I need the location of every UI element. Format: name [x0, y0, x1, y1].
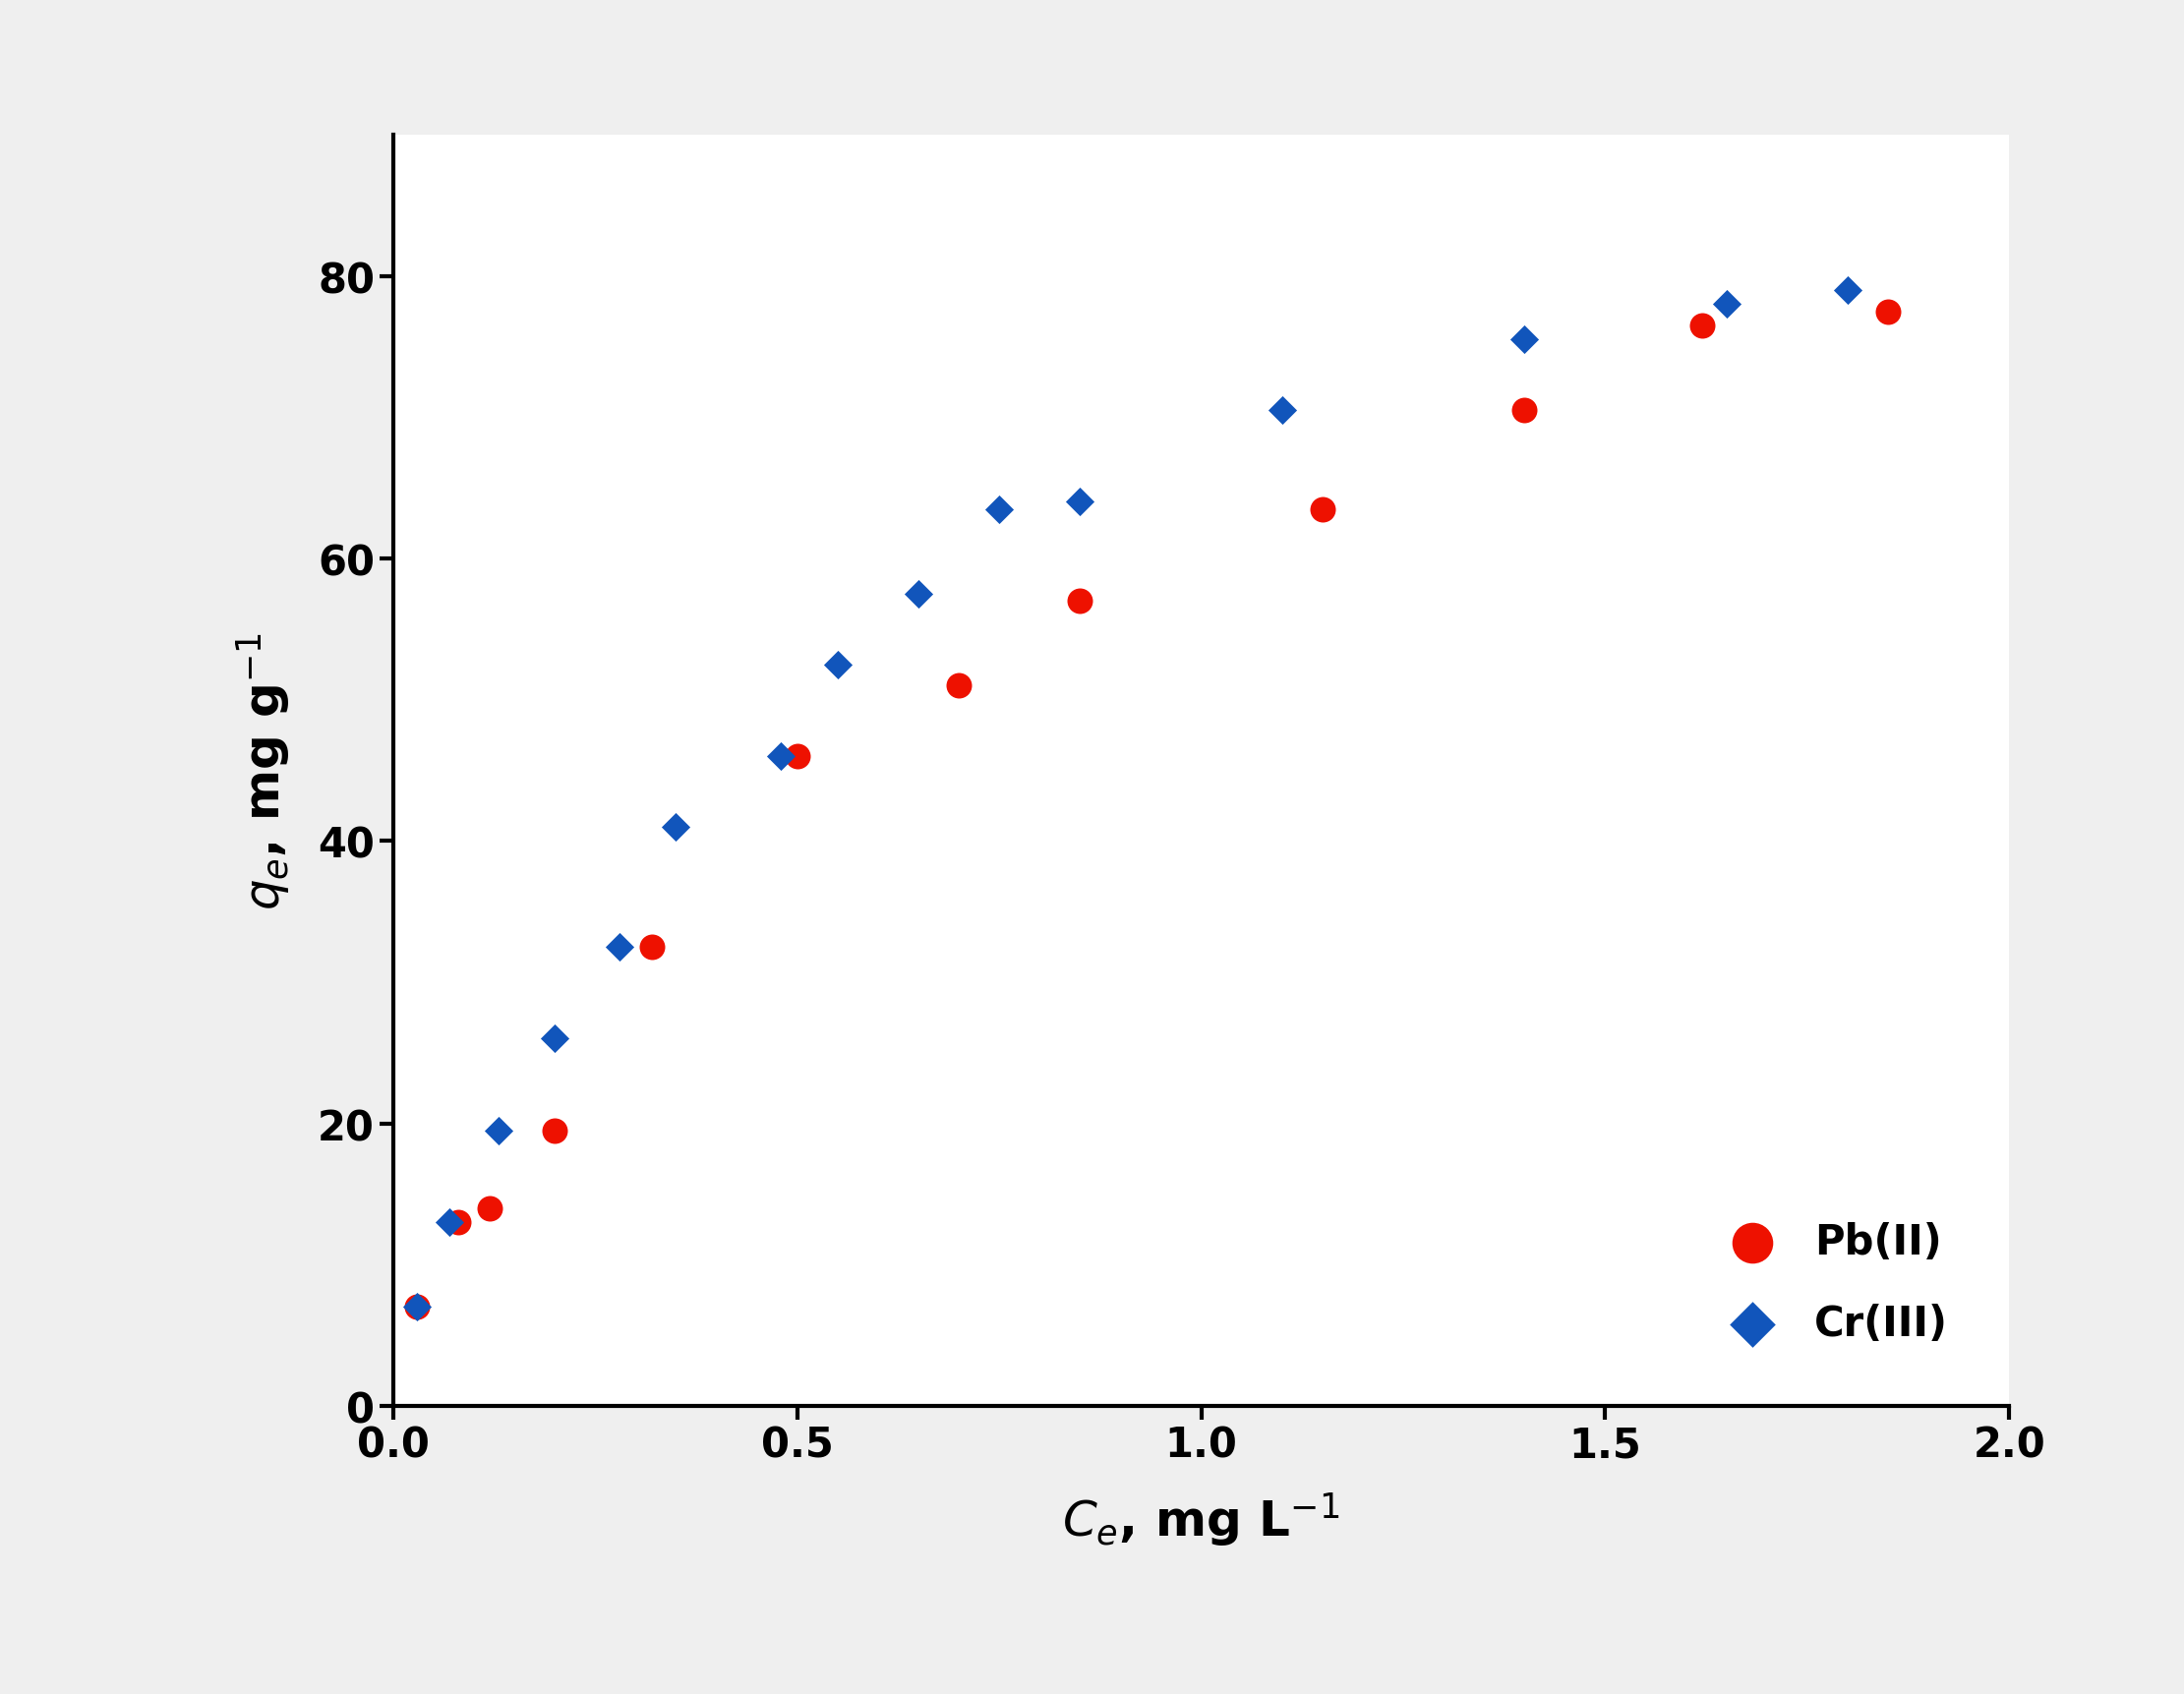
Y-axis label: $\mathit{q_e}$, mg g$^{-1}$: $\mathit{q_e}$, mg g$^{-1}$ — [234, 632, 293, 910]
Cr(III) — [1265, 396, 1299, 424]
Pb(II) — [1684, 312, 1719, 339]
Cr(III) — [900, 581, 935, 608]
Cr(III) — [1061, 490, 1096, 517]
Pb(II) — [780, 744, 815, 771]
Cr(III) — [660, 813, 695, 840]
Pb(II) — [1507, 396, 1542, 424]
Pb(II) — [472, 1194, 507, 1221]
Pb(II) — [1304, 496, 1339, 523]
Pb(II) — [441, 1210, 476, 1237]
Cr(III) — [764, 744, 799, 771]
Pb(II) — [400, 1294, 435, 1321]
Cr(III) — [1830, 278, 1865, 305]
Cr(III) — [1507, 327, 1542, 354]
Cr(III) — [432, 1210, 467, 1237]
Cr(III) — [1708, 291, 1743, 318]
Pb(II) — [633, 933, 668, 960]
Cr(III) — [400, 1294, 435, 1321]
Legend: Pb(II), Cr(III): Pb(II), Cr(III) — [1671, 1181, 1990, 1386]
Pb(II) — [941, 673, 976, 700]
X-axis label: $\mathit{C_e}$, mg L$^{-1}$: $\mathit{C_e}$, mg L$^{-1}$ — [1061, 1491, 1341, 1548]
Cr(III) — [537, 1025, 572, 1052]
Pb(II) — [537, 1118, 572, 1145]
Cr(III) — [821, 650, 856, 678]
Cr(III) — [480, 1118, 515, 1145]
Pb(II) — [1870, 298, 1904, 325]
Pb(II) — [1061, 588, 1096, 615]
Cr(III) — [603, 933, 638, 960]
Cr(III) — [981, 496, 1016, 523]
